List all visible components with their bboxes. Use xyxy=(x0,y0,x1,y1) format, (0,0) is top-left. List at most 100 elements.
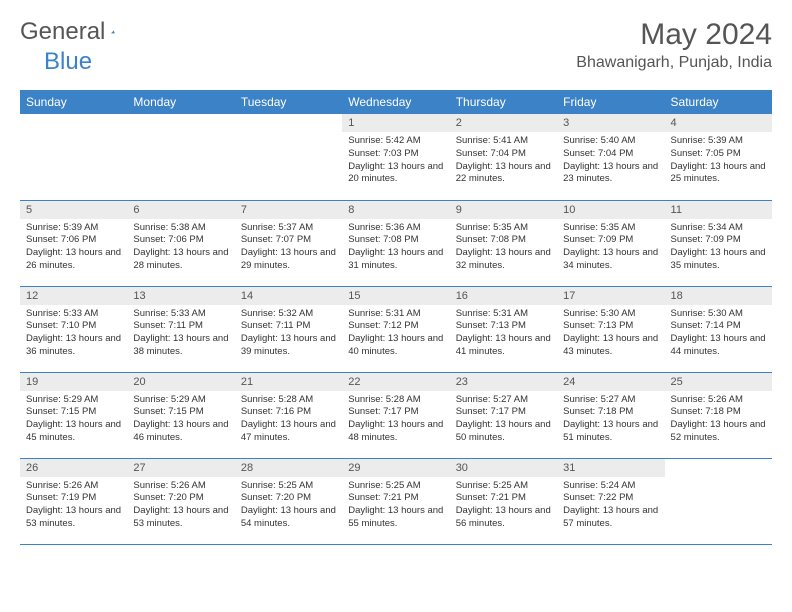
day-info: Sunrise: 5:33 AMSunset: 7:10 PMDaylight:… xyxy=(20,305,127,363)
calendar-empty-cell xyxy=(235,114,342,200)
calendar-day-cell: 7Sunrise: 5:37 AMSunset: 7:07 PMDaylight… xyxy=(235,200,342,286)
day-info: Sunrise: 5:30 AMSunset: 7:14 PMDaylight:… xyxy=(665,305,772,363)
calendar-day-cell: 23Sunrise: 5:27 AMSunset: 7:17 PMDayligh… xyxy=(450,372,557,458)
daylight-line: Daylight: 13 hours and 48 minutes. xyxy=(348,419,443,445)
sunrise-line: Sunrise: 5:30 AM xyxy=(671,308,766,321)
daylight-line: Daylight: 13 hours and 32 minutes. xyxy=(456,247,551,273)
daylight-line: Daylight: 13 hours and 26 minutes. xyxy=(26,247,121,273)
day-number: 28 xyxy=(235,459,342,477)
day-info: Sunrise: 5:34 AMSunset: 7:09 PMDaylight:… xyxy=(665,219,772,277)
day-number: 6 xyxy=(127,201,234,219)
day-number: 4 xyxy=(665,114,772,132)
sunrise-line: Sunrise: 5:41 AM xyxy=(456,135,551,148)
sunset-line: Sunset: 7:08 PM xyxy=(456,234,551,247)
daylight-line: Daylight: 13 hours and 35 minutes. xyxy=(671,247,766,273)
daylight-line: Daylight: 13 hours and 53 minutes. xyxy=(26,505,121,531)
calendar-day-cell: 15Sunrise: 5:31 AMSunset: 7:12 PMDayligh… xyxy=(342,286,449,372)
day-number: 23 xyxy=(450,373,557,391)
sunrise-line: Sunrise: 5:29 AM xyxy=(26,394,121,407)
calendar-week-row: 1Sunrise: 5:42 AMSunset: 7:03 PMDaylight… xyxy=(20,114,772,200)
sunset-line: Sunset: 7:19 PM xyxy=(26,492,121,505)
calendar-day-cell: 10Sunrise: 5:35 AMSunset: 7:09 PMDayligh… xyxy=(557,200,664,286)
calendar-day-cell: 22Sunrise: 5:28 AMSunset: 7:17 PMDayligh… xyxy=(342,372,449,458)
day-number: 10 xyxy=(557,201,664,219)
sunset-line: Sunset: 7:08 PM xyxy=(348,234,443,247)
calendar-day-cell: 2Sunrise: 5:41 AMSunset: 7:04 PMDaylight… xyxy=(450,114,557,200)
day-number: 3 xyxy=(557,114,664,132)
daylight-line: Daylight: 13 hours and 56 minutes. xyxy=(456,505,551,531)
calendar-day-cell: 12Sunrise: 5:33 AMSunset: 7:10 PMDayligh… xyxy=(20,286,127,372)
day-info: Sunrise: 5:41 AMSunset: 7:04 PMDaylight:… xyxy=(450,132,557,190)
calendar-day-cell: 1Sunrise: 5:42 AMSunset: 7:03 PMDaylight… xyxy=(342,114,449,200)
logo-text-1: General xyxy=(20,18,105,46)
sunrise-line: Sunrise: 5:39 AM xyxy=(671,135,766,148)
sunset-line: Sunset: 7:21 PM xyxy=(456,492,551,505)
day-number: 13 xyxy=(127,287,234,305)
calendar-day-cell: 27Sunrise: 5:26 AMSunset: 7:20 PMDayligh… xyxy=(127,458,234,544)
sunrise-line: Sunrise: 5:39 AM xyxy=(26,222,121,235)
calendar-day-cell: 13Sunrise: 5:33 AMSunset: 7:11 PMDayligh… xyxy=(127,286,234,372)
day-info: Sunrise: 5:26 AMSunset: 7:18 PMDaylight:… xyxy=(665,391,772,449)
logo: General xyxy=(20,18,137,46)
day-info: Sunrise: 5:37 AMSunset: 7:07 PMDaylight:… xyxy=(235,219,342,277)
sunset-line: Sunset: 7:05 PM xyxy=(671,148,766,161)
day-info: Sunrise: 5:31 AMSunset: 7:13 PMDaylight:… xyxy=(450,305,557,363)
calendar-empty-cell xyxy=(127,114,234,200)
calendar-day-cell: 31Sunrise: 5:24 AMSunset: 7:22 PMDayligh… xyxy=(557,458,664,544)
day-info: Sunrise: 5:25 AMSunset: 7:20 PMDaylight:… xyxy=(235,477,342,535)
daylight-line: Daylight: 13 hours and 38 minutes. xyxy=(133,333,228,359)
day-number: 7 xyxy=(235,201,342,219)
daylight-line: Daylight: 13 hours and 53 minutes. xyxy=(133,505,228,531)
sunrise-line: Sunrise: 5:27 AM xyxy=(563,394,658,407)
day-info: Sunrise: 5:42 AMSunset: 7:03 PMDaylight:… xyxy=(342,132,449,190)
daylight-line: Daylight: 13 hours and 31 minutes. xyxy=(348,247,443,273)
sunset-line: Sunset: 7:13 PM xyxy=(456,320,551,333)
weekday-header: Friday xyxy=(557,90,664,114)
daylight-line: Daylight: 13 hours and 57 minutes. xyxy=(563,505,658,531)
day-info: Sunrise: 5:38 AMSunset: 7:06 PMDaylight:… xyxy=(127,219,234,277)
calendar-table: SundayMondayTuesdayWednesdayThursdayFrid… xyxy=(20,90,772,545)
sunset-line: Sunset: 7:21 PM xyxy=(348,492,443,505)
day-info: Sunrise: 5:25 AMSunset: 7:21 PMDaylight:… xyxy=(342,477,449,535)
day-number: 22 xyxy=(342,373,449,391)
day-number: 25 xyxy=(665,373,772,391)
day-number: 1 xyxy=(342,114,449,132)
day-number: 8 xyxy=(342,201,449,219)
day-number: 19 xyxy=(20,373,127,391)
sunrise-line: Sunrise: 5:25 AM xyxy=(241,480,336,493)
sunrise-line: Sunrise: 5:31 AM xyxy=(348,308,443,321)
sunrise-line: Sunrise: 5:35 AM xyxy=(456,222,551,235)
daylight-line: Daylight: 13 hours and 23 minutes. xyxy=(563,161,658,187)
calendar-day-cell: 14Sunrise: 5:32 AMSunset: 7:11 PMDayligh… xyxy=(235,286,342,372)
daylight-line: Daylight: 13 hours and 50 minutes. xyxy=(456,419,551,445)
calendar-day-cell: 9Sunrise: 5:35 AMSunset: 7:08 PMDaylight… xyxy=(450,200,557,286)
calendar-day-cell: 18Sunrise: 5:30 AMSunset: 7:14 PMDayligh… xyxy=(665,286,772,372)
day-info: Sunrise: 5:35 AMSunset: 7:08 PMDaylight:… xyxy=(450,219,557,277)
day-number: 18 xyxy=(665,287,772,305)
month-title: May 2024 xyxy=(576,18,772,52)
daylight-line: Daylight: 13 hours and 46 minutes. xyxy=(133,419,228,445)
weekday-header: Saturday xyxy=(665,90,772,114)
weekday-header: Sunday xyxy=(20,90,127,114)
day-info: Sunrise: 5:35 AMSunset: 7:09 PMDaylight:… xyxy=(557,219,664,277)
sunrise-line: Sunrise: 5:25 AM xyxy=(456,480,551,493)
day-info: Sunrise: 5:33 AMSunset: 7:11 PMDaylight:… xyxy=(127,305,234,363)
sunrise-line: Sunrise: 5:42 AM xyxy=(348,135,443,148)
day-info: Sunrise: 5:25 AMSunset: 7:21 PMDaylight:… xyxy=(450,477,557,535)
day-number: 5 xyxy=(20,201,127,219)
daylight-line: Daylight: 13 hours and 34 minutes. xyxy=(563,247,658,273)
sunset-line: Sunset: 7:06 PM xyxy=(133,234,228,247)
logo-text-2: Blue xyxy=(44,48,92,76)
calendar-day-cell: 8Sunrise: 5:36 AMSunset: 7:08 PMDaylight… xyxy=(342,200,449,286)
calendar-day-cell: 29Sunrise: 5:25 AMSunset: 7:21 PMDayligh… xyxy=(342,458,449,544)
sunrise-line: Sunrise: 5:28 AM xyxy=(241,394,336,407)
calendar-week-row: 19Sunrise: 5:29 AMSunset: 7:15 PMDayligh… xyxy=(20,372,772,458)
calendar-day-cell: 4 Sunrise: 5:39 AMSunset: 7:05 PMDaylight… xyxy=(665,114,772,200)
daylight-line: Daylight: 13 hours and 55 minutes. xyxy=(348,505,443,531)
day-number: 17 xyxy=(557,287,664,305)
daylight-line: Daylight: 13 hours and 25 minutes. xyxy=(671,161,766,187)
sunrise-line: Sunrise: 5:33 AM xyxy=(26,308,121,321)
calendar-day-cell: 16Sunrise: 5:31 AMSunset: 7:13 PMDayligh… xyxy=(450,286,557,372)
day-info: Sunrise: 5:39 AMSunset: 7:06 PMDaylight:… xyxy=(20,219,127,277)
day-info: Sunrise: 5:28 AMSunset: 7:17 PMDaylight:… xyxy=(342,391,449,449)
